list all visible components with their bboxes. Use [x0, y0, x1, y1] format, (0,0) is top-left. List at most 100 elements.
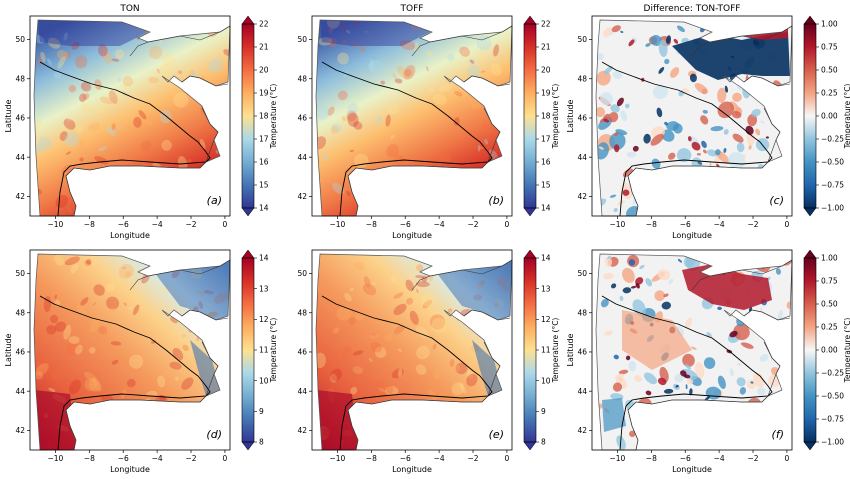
eddy-mark: [652, 403, 659, 413]
colorbar-f: −1.00 −0.75 −0.50 −0.25 0.00 0.25 0.50 0.75 1.00…: [803, 249, 850, 451]
eddy-mark: [86, 198, 99, 205]
eddy-mark: [678, 438, 688, 447]
eddy-mark: [610, 104, 620, 113]
eddy-mark: [397, 368, 403, 378]
x-tick-label: −8: [366, 454, 377, 463]
eddy-mark: [336, 306, 352, 321]
colorbar-tick-label: 16: [259, 158, 269, 167]
y-tick-label: 48: [297, 308, 307, 317]
eddy-mark: [394, 185, 408, 193]
eddy-mark: [75, 125, 84, 133]
x-tick-label: −8: [646, 454, 657, 463]
eddy-mark: [726, 198, 734, 204]
cold-water-patch: [432, 258, 512, 320]
eddy-mark: [655, 175, 662, 181]
eddy-mark: [346, 110, 357, 122]
eddy-mark: [370, 197, 376, 202]
x-tick-label: −2: [467, 220, 478, 229]
eddy-mark: [76, 304, 87, 316]
eddy-mark: [74, 55, 88, 69]
eddy-mark: [94, 156, 109, 165]
x-tick-label: −10: [330, 454, 346, 463]
x-axis-label: Longitude: [392, 231, 432, 240]
eddy-mark: [643, 133, 651, 144]
eddy-mark: [397, 433, 405, 442]
panel-label: (f): [772, 428, 784, 441]
eddy-mark: [611, 25, 621, 33]
eddy-mark: [643, 423, 660, 440]
colorbar-gradient: [524, 258, 536, 442]
x-tick-label: −6: [680, 454, 691, 463]
eddy-mark: [80, 297, 89, 306]
eddy-mark: [731, 111, 742, 119]
eddy-mark: [393, 303, 407, 316]
eddy-mark: [391, 368, 404, 379]
eddy-mark: [63, 324, 72, 340]
eddy-mark: [105, 283, 116, 292]
eddy-mark: [628, 259, 636, 266]
panel-label: (a): [207, 194, 222, 207]
eddy-mark: [437, 84, 453, 92]
eddy-mark: [736, 142, 745, 153]
y-tick-label: 46: [15, 348, 25, 357]
shelf-isobath: [39, 295, 211, 451]
y-axis-label: Latitude: [4, 333, 13, 366]
eddy-mark: [465, 210, 477, 214]
eddy-mark: [43, 296, 52, 313]
x-tick-label: −2: [747, 454, 758, 463]
x-tick-label: −2: [185, 454, 196, 463]
eddy-mark: [658, 66, 665, 74]
eddy-mark: [353, 121, 363, 130]
eddy-mark: [141, 140, 152, 151]
eddy-mark: [652, 84, 669, 100]
eddy-mark: [706, 149, 718, 157]
eddy-mark: [706, 201, 711, 205]
eddy-mark: [740, 189, 756, 206]
eddy-mark: [408, 273, 415, 279]
eddy-mark: [736, 177, 743, 183]
eddy-mark: [622, 189, 630, 196]
eddy-mark: [152, 162, 162, 168]
eddy-mark: [699, 425, 704, 430]
eddy-mark: [84, 260, 92, 267]
eddy-mark: [690, 346, 697, 350]
eddy-mark: [112, 413, 126, 425]
eddy-mark: [698, 432, 706, 437]
colorbar-c: −1.00 −0.75 −0.50 −0.25 0.00 0.25 0.50 0.75 1.00…: [803, 15, 850, 217]
field-b: [316, 20, 512, 216]
y-axis-label: Latitude: [566, 99, 575, 132]
coastline: [347, 25, 513, 217]
cold-water-patch: [320, 20, 430, 46]
x-tick-label: −10: [330, 220, 346, 229]
eddy-mark: [347, 103, 358, 116]
eddy-mark: [329, 373, 338, 383]
colorbar-tick-label: 9: [259, 407, 264, 416]
eddy-mark: [368, 59, 384, 73]
eddy-mark: [92, 170, 105, 183]
eddy-mark: [616, 435, 626, 450]
eddy-mark: [142, 187, 150, 196]
eddy-mark: [327, 37, 337, 47]
colorbar-extend-bottom: [241, 207, 255, 217]
eddy-mark: [755, 128, 761, 136]
eddy-mark: [125, 166, 134, 171]
y-axis-label: Latitude: [4, 99, 13, 132]
eddy-mark: [53, 71, 62, 80]
eddy-mark: [322, 154, 330, 162]
eddy-mark: [354, 20, 360, 26]
x-axis-label: Longitude: [110, 231, 150, 240]
eddy-mark: [664, 58, 670, 65]
axes-frame: [591, 249, 793, 451]
eddy-mark: [328, 26, 334, 34]
eddy-mark: [736, 179, 739, 183]
x-tick-label: −4: [434, 454, 445, 463]
colorbar-tick-label: 22: [541, 20, 551, 29]
colorbar-tick-label: 9: [541, 407, 546, 416]
eddy-mark: [393, 324, 406, 335]
eddy-mark: [386, 143, 400, 158]
eddy-mark: [161, 140, 172, 151]
panel-label: (e): [489, 428, 504, 441]
eddy-mark: [98, 326, 108, 335]
y-tick-label: 50: [15, 35, 25, 44]
eddy-mark: [341, 345, 352, 360]
